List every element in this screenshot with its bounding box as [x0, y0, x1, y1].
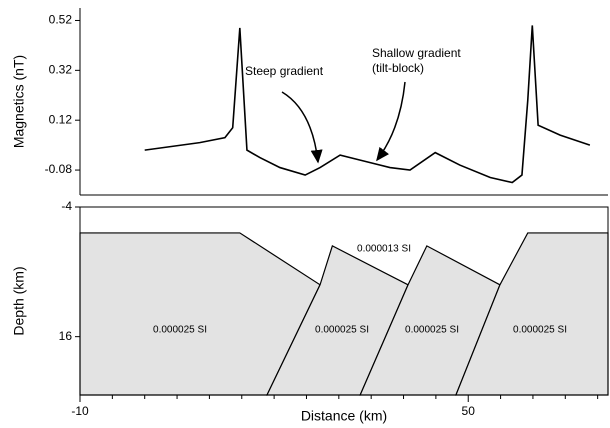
annotation: Shallow gradient	[372, 46, 461, 60]
arrow	[281, 91, 323, 164]
y-tick-label: 0.52	[49, 13, 73, 27]
block-label: 0.000025 SI	[513, 325, 567, 336]
block-label: 0.000025 SI	[315, 325, 369, 336]
y-axis-label: Depth (km)	[11, 266, 27, 335]
magnetic-profile	[144, 25, 591, 184]
annotation: Steep gradient	[245, 64, 324, 78]
x-axis-label: Distance (km)	[301, 408, 387, 424]
layer-label: 0.000013 SI	[357, 244, 411, 255]
y-tick-label: -4	[61, 199, 72, 213]
x-tick-label: -10	[71, 404, 89, 418]
y-axis-label: Magnetics (nT)	[11, 55, 27, 148]
block-label: 0.000025 SI	[405, 325, 459, 336]
block-label: 0.000025 SI	[153, 325, 207, 336]
y-tick-label: 16	[59, 329, 73, 343]
y-tick-label: -0.08	[45, 162, 73, 176]
x-tick-label: 50	[462, 404, 476, 418]
frame	[79, 206, 609, 396]
y-tick-label: 0.32	[49, 63, 73, 77]
y-tick-label: 0.12	[49, 112, 73, 126]
annotation: (tilt-block)	[372, 61, 424, 75]
arrow	[376, 81, 406, 162]
